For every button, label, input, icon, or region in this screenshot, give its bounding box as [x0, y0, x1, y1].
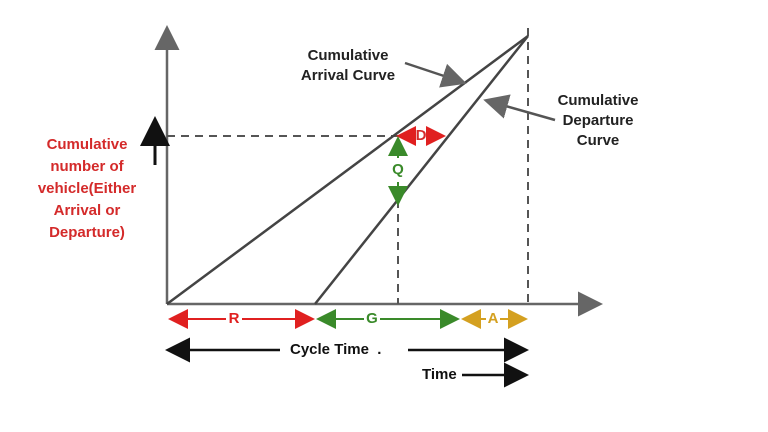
departure-curve-label: Cumulative Departure Curve	[548, 91, 648, 151]
arrival-curve	[166, 34, 529, 306]
arrival-curve-label: Cumulative Arrival Curve	[286, 46, 410, 86]
y-axis-label-line2: number of	[50, 158, 124, 175]
cycle-time-label: Cycle Time .	[290, 340, 410, 360]
d-label: D	[415, 127, 427, 144]
arrival-pointer-arrow	[404, 61, 467, 88]
y-axis-label-line3: vehicle(Either	[37, 180, 137, 197]
y-axis-label-line4: Arrival or	[53, 202, 121, 219]
departure-curve-label-line1: Cumulative	[557, 92, 639, 109]
y-axis-label: Cumulative number of vehicle(Either Arri…	[22, 134, 152, 244]
time-label: Time	[422, 366, 457, 383]
g-label: G	[364, 309, 380, 329]
a-label: A	[486, 309, 500, 329]
arrival-curve-label-line1: Cumulative	[307, 47, 389, 64]
departure-curve-label-line3: Curve	[576, 132, 620, 149]
r-label: R	[226, 309, 242, 329]
departure-pointer-arrow	[483, 94, 556, 122]
y-axis-label-line5: Departure)	[49, 224, 125, 241]
cycle-time-text: Cycle Time	[290, 341, 369, 358]
y-axis-label-line1: Cumulative	[46, 136, 128, 153]
q-label: Q	[392, 161, 404, 178]
departure-curve	[314, 35, 529, 305]
departure-curve-label-line2: Departure	[562, 112, 634, 129]
cycle-time-dot: .	[377, 341, 382, 358]
arrival-curve-label-line2: Arrival Curve	[300, 67, 396, 84]
